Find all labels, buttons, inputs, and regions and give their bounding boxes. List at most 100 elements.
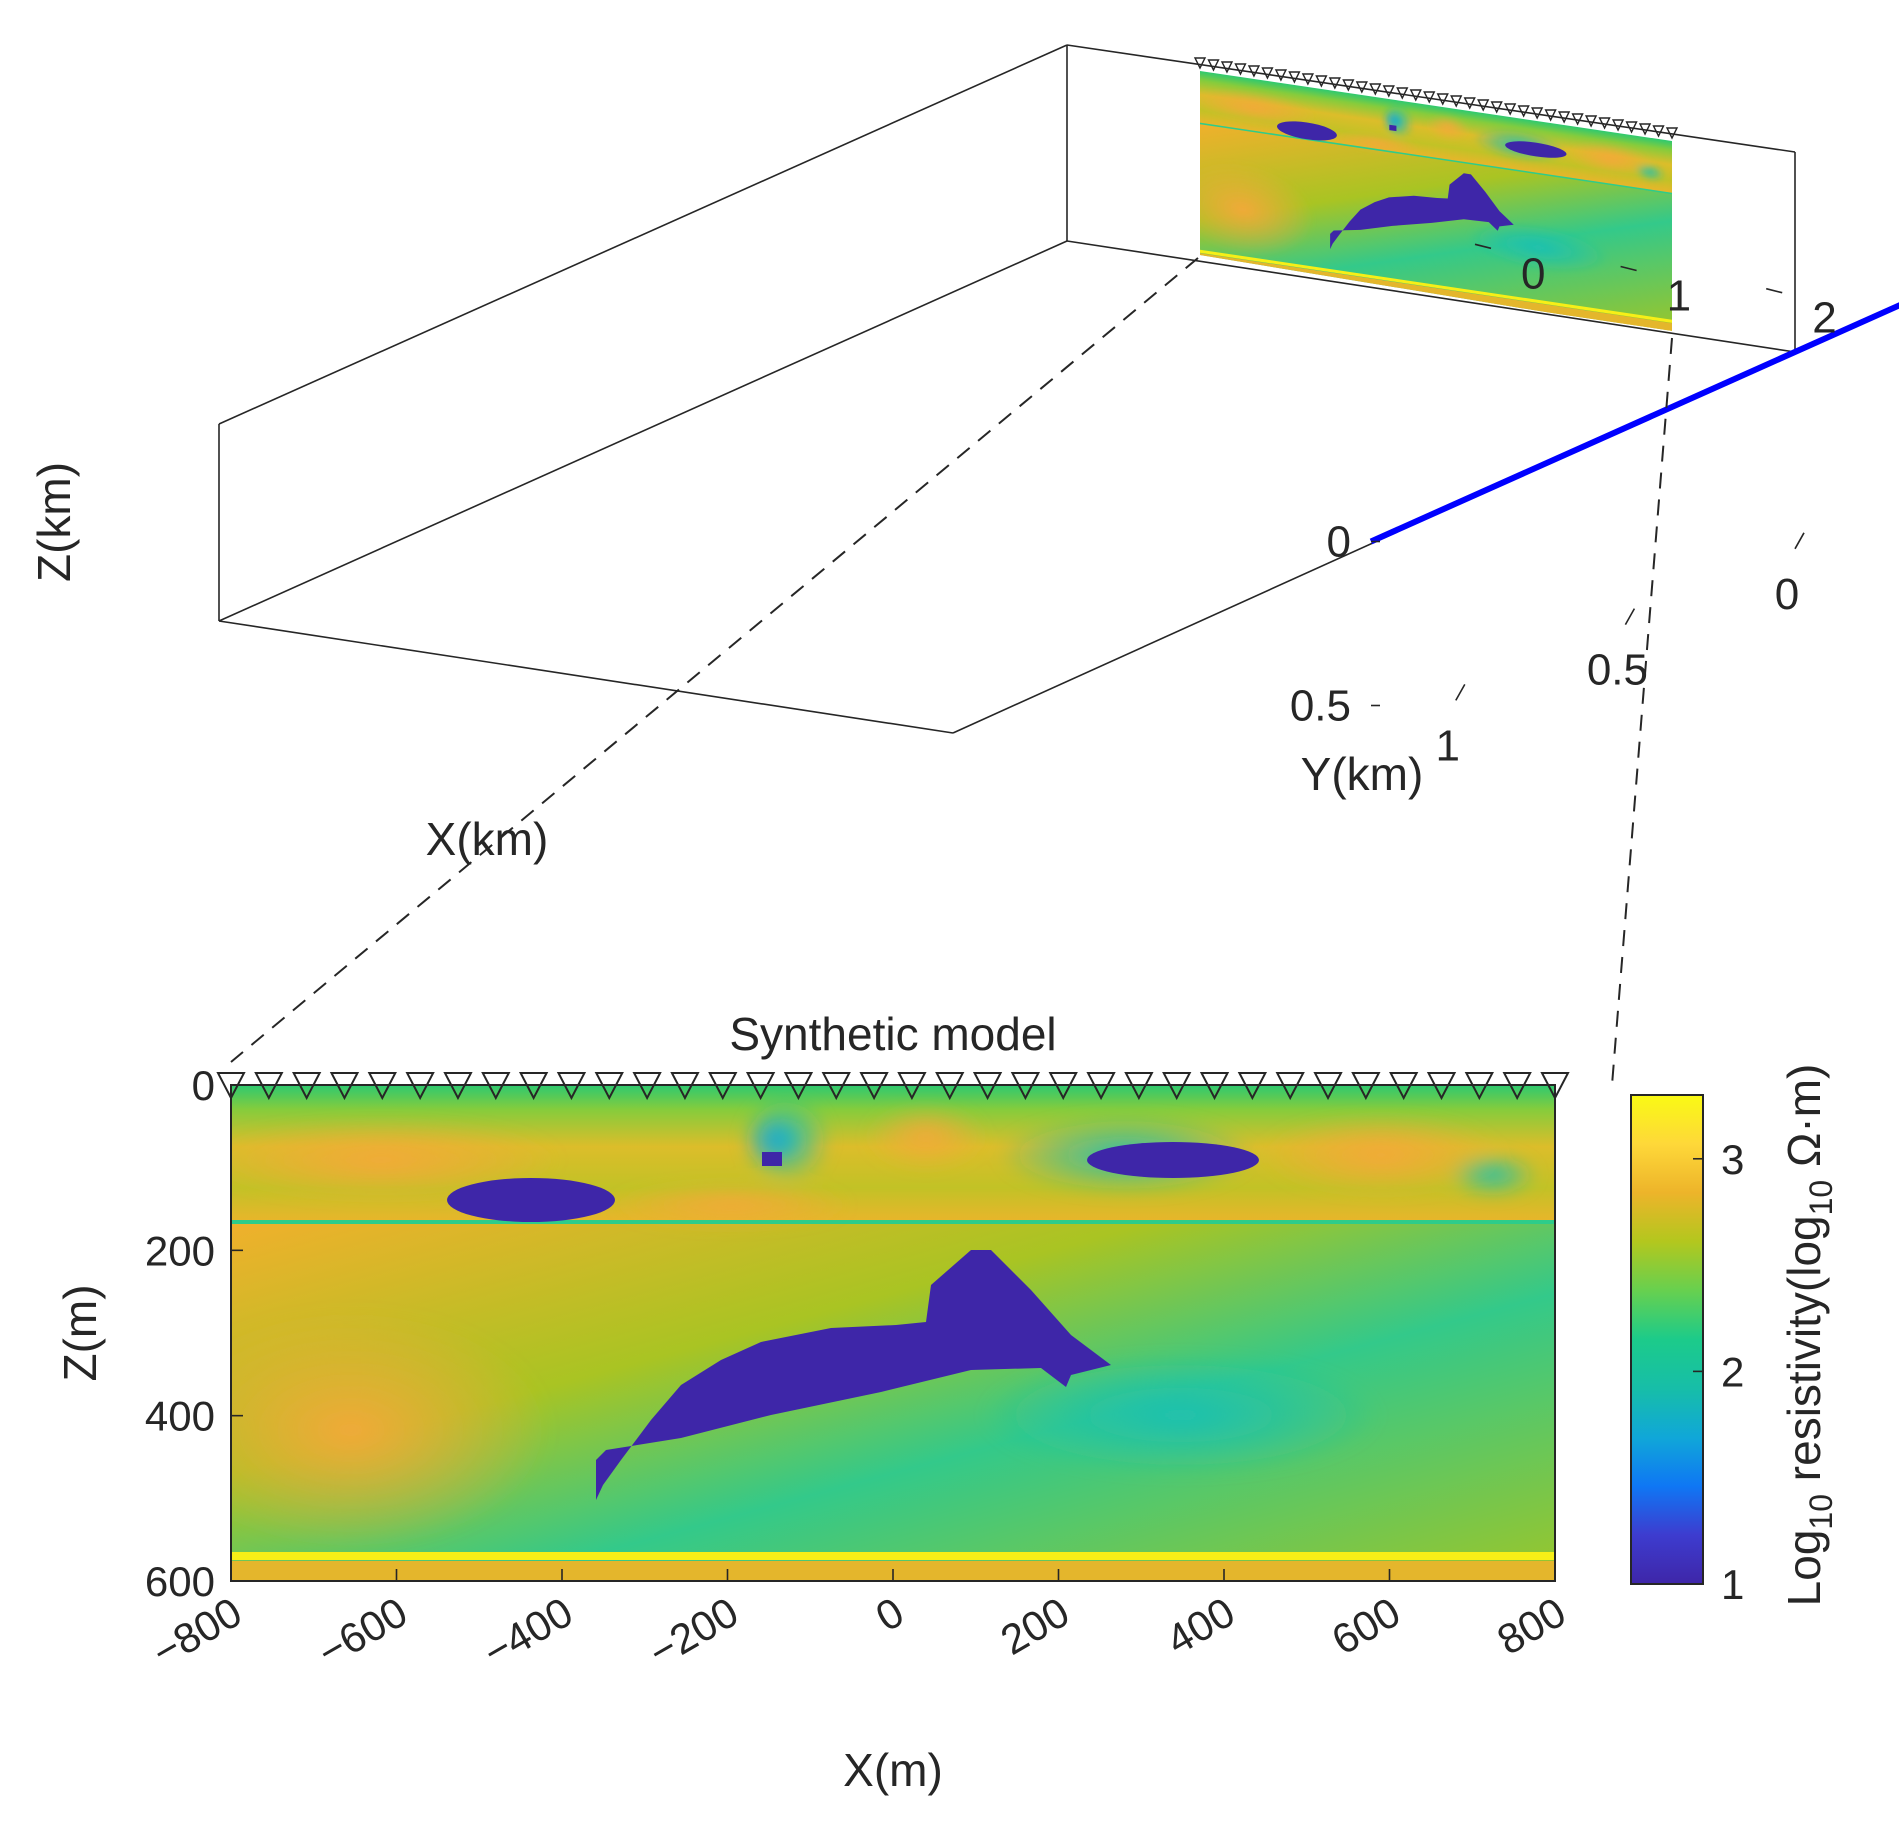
y-tick-label: 600 [145, 1558, 215, 1605]
connector-line-right [1611, 337, 1673, 1086]
receiver-marker [708, 1072, 738, 1101]
y-tick-label: 0 [192, 1062, 215, 1109]
x-tick-label: 600 [1324, 1588, 1408, 1664]
x-axis-title-3d: X(km) [426, 813, 549, 865]
colorbar [1630, 1094, 1704, 1585]
receiver-marker [821, 1072, 851, 1101]
y-axis-title-3d: Y(km) [1301, 748, 1424, 800]
x-tick-mark [1794, 532, 1805, 550]
inset-receiver-marker [1436, 93, 1449, 106]
receiver-marker [1124, 1072, 1154, 1101]
receiver-marker [1389, 1072, 1419, 1101]
receiver-marker [1086, 1072, 1116, 1101]
inset-receiver-marker [1584, 115, 1598, 128]
receiver-marker [556, 1072, 587, 1101]
receiver-marker [1313, 1072, 1343, 1101]
inset-receiver-marker [1423, 91, 1436, 104]
inset-receiver-marker [1261, 67, 1274, 80]
inset-receiver-marker [1207, 59, 1220, 72]
colorbar-tick-label: 1 [1721, 1561, 1744, 1608]
x-tick-label: −200 [641, 1588, 746, 1676]
receiver-marker [745, 1072, 776, 1101]
receiver-marker [670, 1072, 700, 1101]
receiver-marker [783, 1072, 814, 1101]
colorbar-tick-label: 2 [1721, 1348, 1744, 1395]
z-tick-label: 0.5 [1290, 682, 1351, 731]
receiver-marker [594, 1072, 624, 1101]
inset-receiver-marker [1571, 113, 1584, 126]
receiver-marker [481, 1072, 511, 1101]
receiver-marker [254, 1072, 284, 1101]
receiver-marker [292, 1072, 322, 1101]
inset-receiver-marker [1355, 81, 1368, 94]
y-tick-label: 0 [1521, 249, 1545, 298]
inset-receiver-marker [1220, 61, 1234, 74]
inset-receiver-marker [1517, 105, 1530, 118]
inset-receiver-marker [1328, 77, 1341, 90]
inset-receiver-marker [1638, 123, 1652, 136]
receiver-marker [632, 1072, 662, 1101]
receiver-marker [935, 1072, 965, 1101]
receiver-marker [329, 1072, 360, 1101]
connector-line-left [230, 257, 1199, 1063]
survey-line [1369, 302, 1899, 545]
inset-receiver-marker [1409, 89, 1422, 102]
y-tick-label: 2 [1812, 294, 1836, 343]
box-edge [1066, 240, 1796, 353]
x-tick-label: 200 [993, 1588, 1077, 1664]
inset-receiver-marker [1665, 127, 1679, 140]
x-tick-label: −400 [475, 1588, 580, 1676]
x-axis-title: X(m) [843, 1744, 943, 1796]
x-tick-label: 1 [1436, 721, 1460, 770]
inset-receiver-marker [1625, 121, 1638, 134]
inset-receiver-marker [1544, 109, 1557, 122]
inset-receiver-marker [1247, 65, 1261, 78]
receiver-marker [1048, 1072, 1078, 1101]
inset-receiver-marker [1490, 101, 1503, 114]
inset-receiver-marker [1301, 73, 1315, 86]
x-tick-mark [1624, 608, 1636, 625]
colorbar-label: Log10 resistivity(log10 Ω·m) [1778, 1064, 1839, 1607]
receiver-marker [859, 1072, 889, 1101]
y-tick-label: 1 [1667, 272, 1691, 321]
inset-receiver-marker [1234, 63, 1247, 76]
receiver-marker [1464, 1072, 1494, 1101]
resistivity-section [151, 1085, 1555, 1581]
inset-receiver-marker [1504, 103, 1517, 116]
z-tick-label: 0 [1327, 518, 1351, 567]
inset-receiver-marker [1557, 111, 1571, 124]
receiver-marker [972, 1072, 1003, 1101]
y-tick-mark [1766, 287, 1783, 294]
inset-receiver-marker [1652, 125, 1665, 138]
chart-2d: Synthetic model −800 −600 −400 −200 0 200 400 6… [54, 1008, 1839, 1796]
x-tick-label: −600 [310, 1588, 415, 1676]
receiver-marker [1237, 1072, 1268, 1101]
x-tick-label: 0.5 [1587, 646, 1648, 695]
x-axis-line [218, 620, 954, 734]
receiver-marker [897, 1072, 927, 1101]
inset-receiver-marker [1611, 119, 1625, 132]
receiver-marker [518, 1072, 549, 1101]
y-tick-label: 400 [145, 1393, 215, 1440]
receiver-marker [1502, 1072, 1532, 1101]
inset-receiver-marker [1193, 57, 1207, 70]
chart-title: Synthetic model [729, 1008, 1056, 1060]
x-tick-label: 0 [868, 1588, 912, 1640]
y-tick-label: 200 [145, 1227, 215, 1274]
y-tick-mark [1620, 265, 1637, 272]
receiver-markers [216, 1072, 1570, 1101]
inset-receiver-marker [1315, 75, 1328, 88]
inset-slice [1193, 57, 1679, 331]
x-tick-mark [1455, 684, 1466, 701]
z-axis-title: Z(km) [28, 462, 80, 582]
y-axis-title: Z(m) [54, 1284, 106, 1381]
x-tick-label: 0 [1775, 570, 1799, 619]
receiver-marker [1162, 1072, 1192, 1101]
inset-receiver-marker [1342, 79, 1355, 92]
receiver-marker [405, 1072, 435, 1101]
inset-receivers [1193, 57, 1679, 140]
x-tick-label: 800 [1489, 1588, 1573, 1664]
receiver-marker [1426, 1072, 1457, 1101]
inset-receiver-marker [1382, 85, 1395, 98]
